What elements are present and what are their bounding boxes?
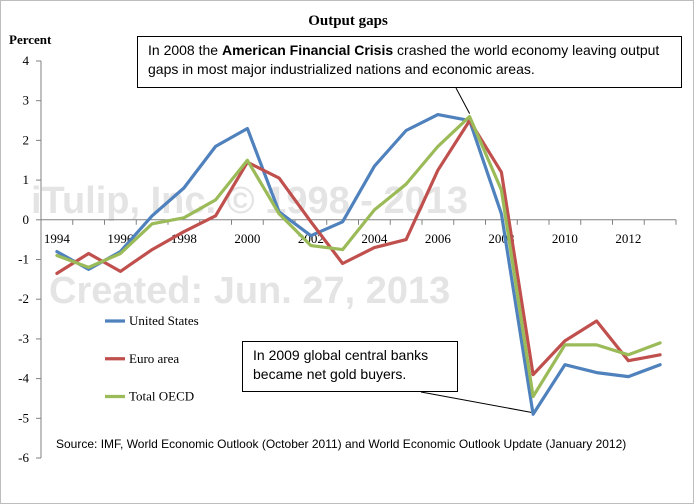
y-tick-labels: 4 3 2 1 0 -1 -2 -3 -4 -5 -6 xyxy=(18,53,29,465)
x-tick-label: 2000 xyxy=(234,231,260,246)
gold-annotation: In 2009 global central banks became net … xyxy=(242,341,458,392)
callout-pointers xyxy=(420,87,532,413)
chart-title: Output gaps xyxy=(308,13,388,29)
watermark-line-1: iTulip, Inc. © 1998 - 2013 xyxy=(31,180,468,222)
series-line-united-states xyxy=(55,112,662,416)
y-tick-label: 1 xyxy=(23,172,30,187)
x-tick-label: 1994 xyxy=(44,231,71,246)
x-tick-label: 2004 xyxy=(361,231,388,246)
y-tick-label: -2 xyxy=(18,291,29,306)
y-tick-label: 3 xyxy=(23,93,30,108)
watermark-line-2: Created: Jun. 27, 2013 xyxy=(49,270,450,312)
y-tick-label: 4 xyxy=(23,53,30,68)
x-tick-label: 2012 xyxy=(615,231,641,246)
y-tick-label: -4 xyxy=(18,371,29,386)
crisis-pointer xyxy=(455,87,471,114)
y-tick-label: -5 xyxy=(18,410,29,425)
watermark: iTulip, Inc. © 1998 - 2013 Created: Jun.… xyxy=(31,180,468,312)
gold-annotation-text: In 2009 global central banks became net … xyxy=(253,347,429,382)
legend: United States Euro area Total OECD xyxy=(105,313,199,403)
source-note: Source: IMF, World Economic Outlook (Oct… xyxy=(56,437,627,451)
series-line-total-oecd xyxy=(55,114,662,399)
series-lines xyxy=(55,112,662,416)
y-tick-label: 2 xyxy=(23,132,30,147)
legend-label: United States xyxy=(129,313,199,328)
legend-label: Euro area xyxy=(129,351,179,366)
legend-label: Total OECD xyxy=(129,388,194,403)
x-tick-label: 2006 xyxy=(425,231,452,246)
gold-pointer xyxy=(420,391,532,413)
y-axis-label: Percent xyxy=(9,32,52,47)
series-line-euro-area xyxy=(55,118,662,377)
x-tick-label: 2010 xyxy=(552,231,578,246)
crisis-annotation: In 2008 the American Financial Crisis cr… xyxy=(137,36,682,88)
y-tick-label: -3 xyxy=(18,331,29,346)
y-tick-label: -1 xyxy=(18,252,29,267)
crisis-annotation-text-post: crashed the world economy leaving output… xyxy=(148,42,660,77)
y-tick-label: 0 xyxy=(23,212,30,227)
y-tick-label: -6 xyxy=(18,450,29,465)
crisis-annotation-text-bold: American Financial Crisis xyxy=(221,42,394,58)
crisis-annotation-text-pre: In 2008 the xyxy=(148,42,222,58)
